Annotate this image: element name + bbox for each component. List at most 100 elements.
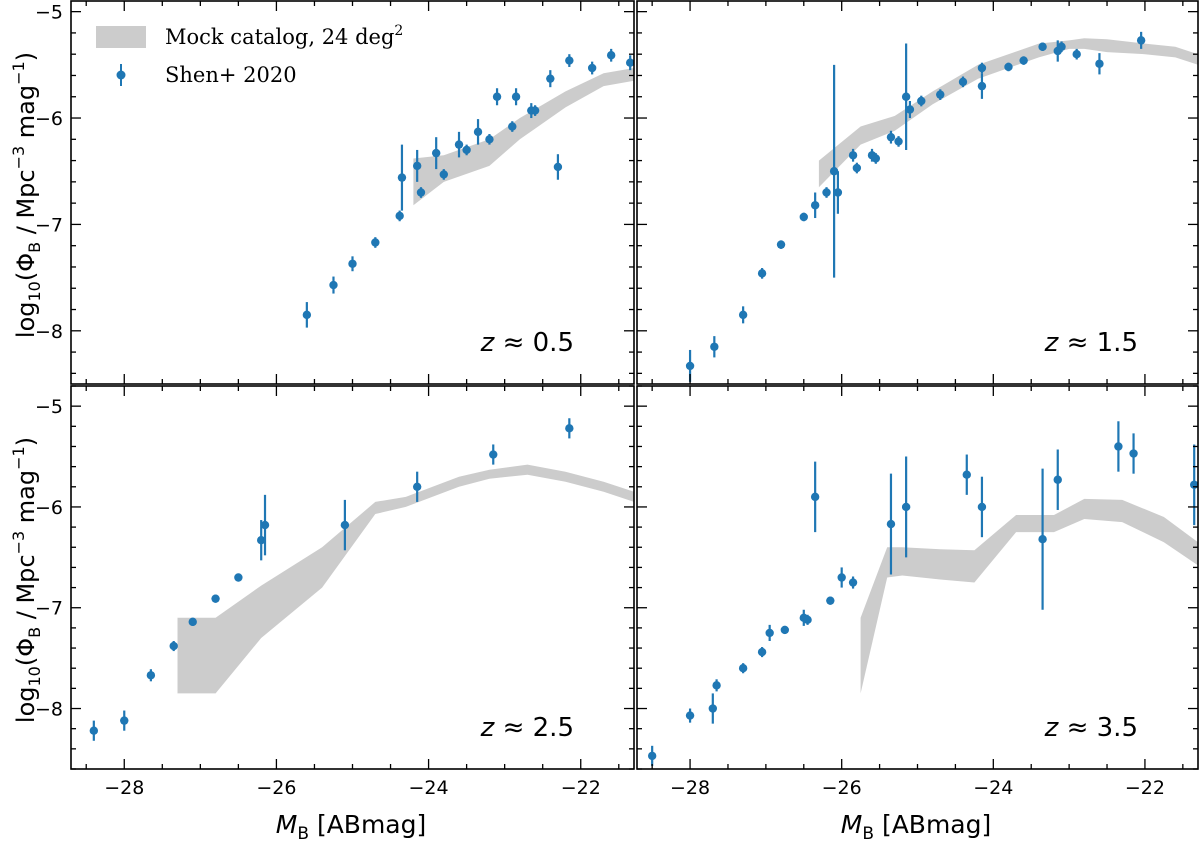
data-point	[826, 596, 835, 605]
axes-frame	[636, 385, 1199, 770]
legend-band-swatch	[96, 26, 146, 48]
data-point	[837, 573, 846, 582]
x-tick-label: −24	[973, 777, 1013, 799]
redshift-label: z ≈ 3.5	[1044, 713, 1138, 743]
x-tick-label: −26	[822, 777, 862, 799]
data-point	[905, 105, 915, 114]
data-point	[708, 704, 718, 713]
x-tick-label: −22	[561, 777, 601, 799]
x-tick-label: −24	[409, 777, 449, 799]
data-point	[738, 310, 748, 320]
x-tick-label: −22	[1125, 777, 1165, 799]
data-point	[710, 342, 719, 351]
data-point	[302, 310, 312, 320]
data-point	[901, 92, 911, 101]
data-point	[169, 641, 178, 651]
svg-text:log10(ΦB / Mpc−3 mag−1): log10(ΦB / Mpc−3 mag−1)	[9, 52, 44, 338]
y-tick-label: −5	[35, 396, 63, 418]
data-point	[1114, 442, 1123, 451]
mock-band-bottom-right	[860, 498, 1198, 694]
data-point	[757, 647, 767, 657]
data-point	[803, 615, 812, 625]
data-point	[848, 151, 858, 160]
x-tick-label: −26	[256, 777, 296, 799]
data-point	[1072, 49, 1081, 59]
data-point	[625, 58, 634, 67]
data-point	[765, 628, 774, 638]
data-point	[340, 520, 350, 530]
data-point	[511, 92, 521, 101]
points-bottom-right	[647, 421, 1198, 766]
mock-band-top-left	[413, 68, 634, 206]
data-point	[647, 751, 657, 761]
data-point	[454, 140, 464, 149]
data-point	[587, 63, 597, 73]
data-point	[936, 90, 945, 99]
data-point	[917, 96, 926, 106]
panel-top-right: z ≈ 1.5	[636, 0, 1199, 385]
data-point	[260, 520, 270, 530]
data-point	[757, 269, 767, 278]
data-point	[712, 681, 721, 690]
points-bottom-left	[89, 418, 574, 741]
axes-frame	[636, 0, 1199, 385]
data-point	[412, 161, 422, 171]
data-point	[1129, 449, 1138, 458]
y-tick-label: −5	[35, 2, 63, 24]
legend-point-marker	[116, 70, 126, 80]
x-tick-label: −28	[104, 777, 144, 799]
data-point	[397, 173, 407, 182]
data-point	[886, 519, 896, 529]
data-point	[685, 361, 695, 371]
data-point	[962, 470, 971, 479]
data-point	[810, 492, 820, 502]
xlabel-left: MB [ABmag]	[276, 810, 427, 841]
data-point	[188, 617, 197, 627]
data-point	[473, 127, 483, 137]
data-point	[530, 106, 540, 115]
data-point	[977, 81, 987, 91]
data-point	[89, 726, 99, 735]
legend-points-label: Shen+ 2020	[165, 63, 297, 87]
ylabel-bottom: log10(ΦB / Mpc−3 mag−1)	[9, 437, 44, 723]
data-point	[780, 625, 790, 635]
data-point	[492, 92, 502, 101]
data-point	[1136, 36, 1146, 45]
data-point	[901, 502, 911, 512]
data-point	[958, 77, 968, 87]
data-point	[508, 122, 517, 131]
data-point	[606, 51, 616, 60]
data-point	[565, 424, 574, 433]
data-point	[1053, 475, 1062, 484]
data-point	[439, 170, 448, 179]
data-point	[329, 280, 338, 290]
data-point	[1004, 62, 1013, 72]
data-point	[412, 482, 422, 491]
data-point	[120, 716, 129, 725]
legend-band-label: Mock catalog, 24 deg2	[165, 23, 403, 49]
axes-frame	[70, 0, 635, 385]
data-point	[886, 132, 896, 142]
data-point	[553, 162, 563, 172]
data-point	[211, 594, 220, 603]
data-point	[146, 671, 156, 680]
data-point	[822, 188, 831, 197]
data-point	[1190, 480, 1198, 489]
data-point	[1038, 42, 1047, 51]
data-point	[685, 711, 695, 720]
data-point	[810, 201, 820, 210]
points-top-left	[302, 48, 634, 328]
data-point	[852, 163, 862, 173]
points-top-right	[685, 31, 1146, 382]
axes-frame	[70, 385, 635, 770]
ylabel-top: log10(ΦB / Mpc−3 mag−1)	[9, 52, 44, 338]
data-point	[395, 211, 404, 221]
panel-top-left: −8 −7 −6 −5 z ≈ 0.5	[35, 0, 635, 385]
data-point	[1057, 42, 1066, 51]
redshift-label: z ≈ 2.5	[480, 713, 574, 743]
data-point	[776, 240, 786, 249]
data-point	[489, 450, 498, 459]
data-point	[348, 259, 357, 268]
legend: Mock catalog, 24 deg2 Shen+ 2020	[96, 23, 403, 87]
data-point	[1038, 535, 1047, 544]
